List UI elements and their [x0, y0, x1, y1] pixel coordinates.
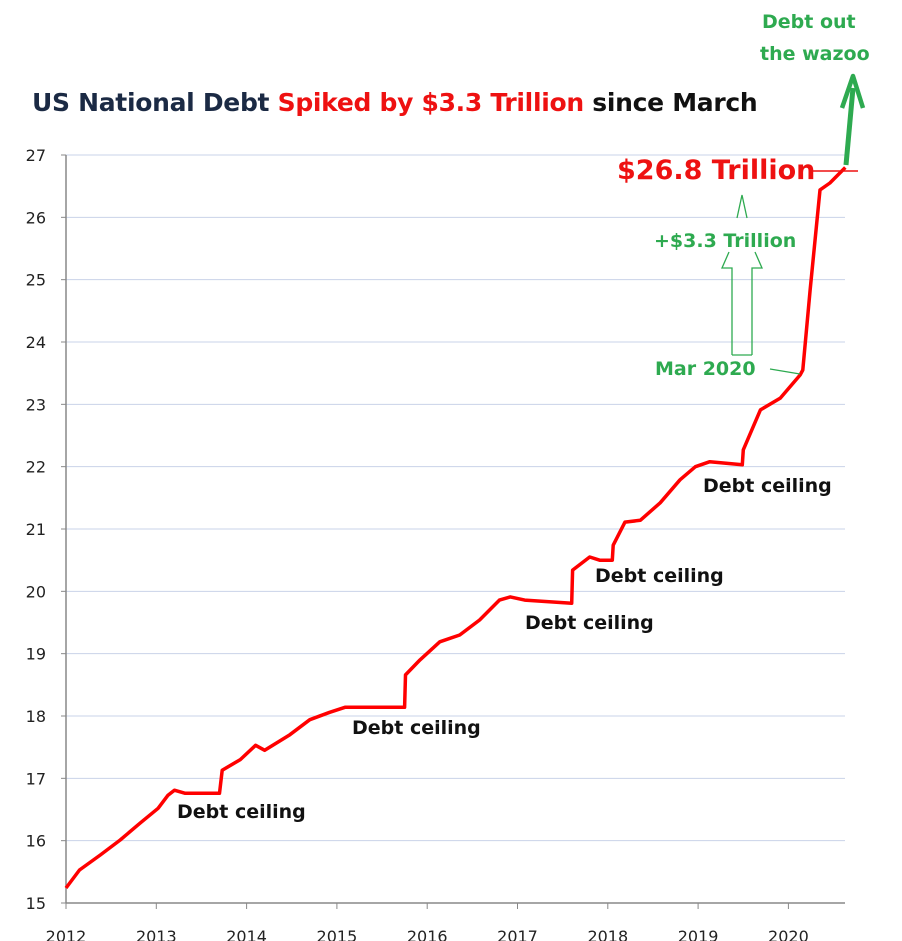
y-tick-label: 15 — [26, 894, 46, 913]
axes — [61, 154, 845, 909]
debt-line — [64, 166, 847, 890]
debt-ceiling-label: Debt ceiling — [352, 717, 481, 739]
title-part-3: since March — [592, 88, 758, 117]
y-tick-label: 22 — [26, 458, 46, 477]
current-value-label: $26.8 Trillion — [617, 155, 816, 186]
title-part-2: Spiked by $3.3 Trillion — [277, 88, 585, 117]
debt-ceiling-label: Debt ceiling — [703, 475, 832, 497]
annotation-arrows — [721, 73, 866, 375]
y-tick-label: 19 — [26, 645, 46, 664]
x-tick-label: 2016 — [407, 927, 448, 941]
hollow-arrow-tip-icon — [736, 194, 748, 219]
chart-title: US National Debt Spiked by $3.3 Trillion… — [32, 88, 758, 117]
mar-2020-label: Mar 2020 — [655, 358, 756, 380]
y-tick-label: 24 — [26, 333, 46, 352]
gridlines — [66, 154, 845, 842]
mar-2020-leader-line — [769, 368, 801, 375]
wazoo-arrow-shaft — [843, 87, 856, 166]
x-tick-label: 2017 — [497, 927, 538, 941]
series-layer — [64, 166, 847, 890]
y-tick-label: 21 — [26, 520, 46, 539]
x-tick-label: 2014 — [226, 927, 267, 941]
title-part-1: US National Debt — [32, 88, 270, 117]
x-tick-label: 2015 — [317, 927, 358, 941]
wazoo-label-line1: Debt out — [762, 11, 856, 33]
tick-labels: 15 16 17 18 19 20 21 22 23 24 25 26 27 2012 2013 2014 20… — [26, 146, 809, 941]
x-tick-label: 2020 — [768, 927, 809, 941]
debt-ceiling-label: Debt ceiling — [595, 565, 724, 587]
y-tick-label: 18 — [26, 707, 46, 726]
y-tick-label: 25 — [26, 271, 46, 290]
y-tick-label: 23 — [26, 395, 46, 414]
x-tick-label: 2012 — [46, 927, 87, 941]
x-tick-label: 2019 — [678, 927, 719, 941]
hollow-arrow-icon — [721, 251, 763, 356]
y-tick-label: 16 — [26, 832, 46, 851]
debt-ceiling-label: Debt ceiling — [525, 612, 654, 634]
y-tick-label: 17 — [26, 769, 46, 788]
x-tick-label: 2013 — [136, 927, 177, 941]
wazoo-label-line2: the wazoo — [760, 43, 870, 65]
debt-ceiling-label: Debt ceiling — [177, 801, 306, 823]
y-tick-label: 20 — [26, 582, 46, 601]
x-tick-label: 2018 — [587, 927, 628, 941]
y-tick-label: 27 — [26, 146, 46, 165]
increase-label: +$3.3 Trillion — [654, 230, 797, 252]
y-tick-label: 26 — [26, 208, 46, 227]
wazoo-arrow-head-icon — [839, 73, 866, 109]
